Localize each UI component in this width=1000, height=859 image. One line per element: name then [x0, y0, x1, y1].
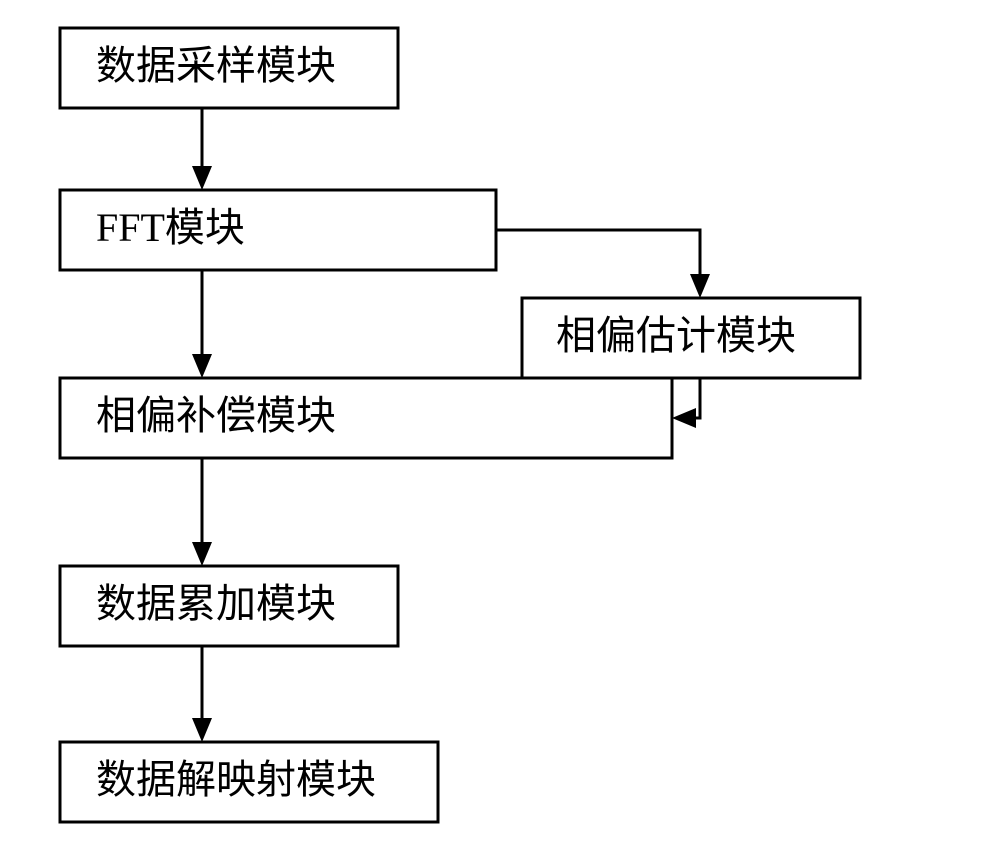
node-label: 数据解映射模块: [96, 757, 376, 802]
flow-edge-e5: [192, 458, 212, 566]
arrowhead-icon: [690, 274, 710, 298]
flow-node-n2: FFT模块: [60, 190, 496, 270]
arrowhead-icon: [192, 542, 212, 566]
flow-edge-e2: [192, 270, 212, 378]
node-label: 相偏补偿模块: [96, 393, 336, 438]
node-label: 相偏估计模块: [556, 313, 796, 358]
flow-node-n1: 数据采样模块: [60, 28, 398, 108]
edge-line: [496, 230, 700, 274]
arrowhead-icon: [672, 408, 696, 428]
flow-edge-e3: [496, 230, 710, 298]
flow-edge-e6: [192, 646, 212, 742]
flow-node-n3: 相偏估计模块: [522, 298, 860, 378]
edge-line: [696, 378, 700, 418]
flow-edge-e1: [192, 108, 212, 190]
node-label: FFT模块: [96, 205, 245, 250]
flow-edge-e4: [672, 378, 700, 428]
flow-node-n6: 数据解映射模块: [60, 742, 438, 822]
node-label: 数据采样模块: [96, 43, 336, 88]
arrowhead-icon: [192, 718, 212, 742]
flow-node-n5: 数据累加模块: [60, 566, 398, 646]
arrowhead-icon: [192, 354, 212, 378]
node-label: 数据累加模块: [96, 581, 336, 626]
flow-node-n4: 相偏补偿模块: [60, 378, 672, 458]
arrowhead-icon: [192, 166, 212, 190]
